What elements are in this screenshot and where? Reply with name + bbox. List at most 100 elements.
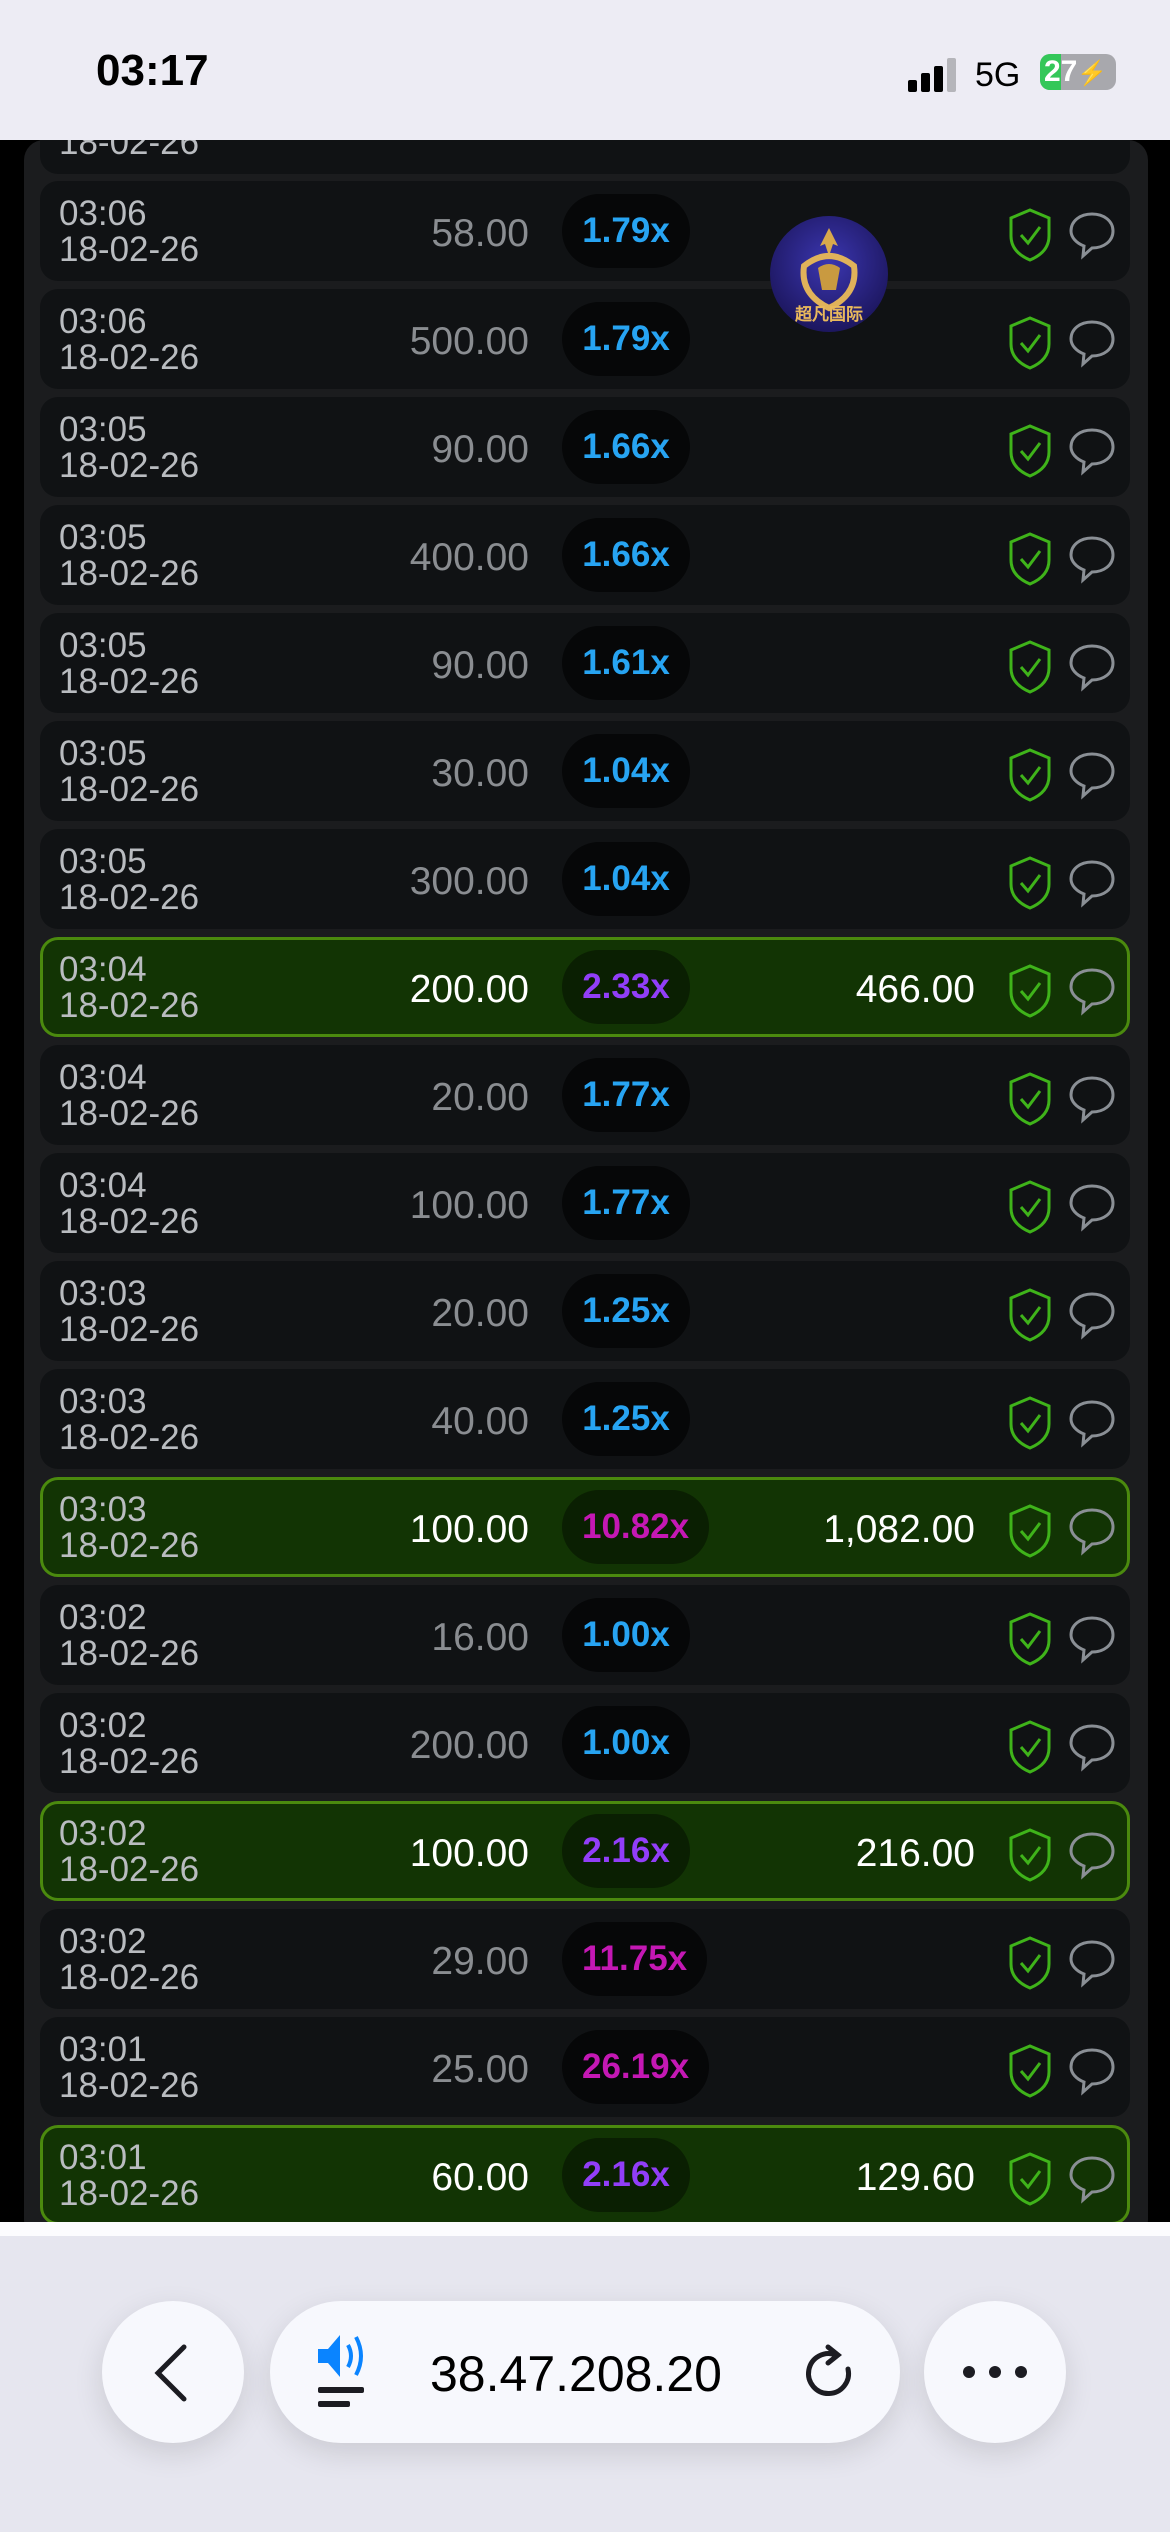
bet-row[interactable]: 03:04 18-02-26 200.00 2.33x 466.00 xyxy=(40,937,1130,1037)
bet-row[interactable]: 03:02 18-02-26 100.00 2.16x 216.00 xyxy=(40,1801,1130,1901)
shield-check-icon[interactable] xyxy=(1008,748,1052,807)
payout-amount: 216.00 xyxy=(855,1832,975,1875)
multiplier-badge: 1.04x xyxy=(562,842,690,916)
shield-check-icon[interactable] xyxy=(1008,1936,1052,1995)
bet-row[interactable]: 03:05 18-02-26 300.00 1.04x xyxy=(40,829,1130,929)
shield-check-icon[interactable] xyxy=(1008,1180,1052,1239)
battery-icon: 27⚡ xyxy=(1040,54,1116,90)
bet-row[interactable]: 03:05 18-02-26 90.00 1.61x xyxy=(40,613,1130,713)
chat-bubble-icon[interactable] xyxy=(1067,1290,1117,1345)
bet-row[interactable]: 03:02 18-02-26 16.00 1.00x xyxy=(40,1585,1130,1685)
chat-bubble-icon[interactable] xyxy=(1067,2154,1117,2209)
address-bar[interactable]: 38.47.208.20 xyxy=(270,2301,900,2443)
bet-date: 18-02-26 xyxy=(59,1742,200,1781)
chat-bubble-icon[interactable] xyxy=(1067,1506,1117,1561)
shield-check-icon[interactable] xyxy=(1008,1504,1052,1563)
multiplier-badge: 1.66x xyxy=(562,410,690,484)
bet-row[interactable]: 03:03 18-02-26 20.00 1.25x xyxy=(40,1261,1130,1361)
shield-check-icon[interactable] xyxy=(1008,1828,1052,1887)
chat-bubble-icon[interactable] xyxy=(1067,1938,1117,1993)
bet-time: 03:05 xyxy=(59,734,147,773)
battery-level: 27 xyxy=(1044,55,1078,88)
chat-bubble-icon[interactable] xyxy=(1067,426,1117,481)
chat-bubble-icon[interactable] xyxy=(1067,966,1117,1021)
bet-amount: 90.00 xyxy=(431,644,529,687)
multiplier-badge: 1.00x xyxy=(562,1706,690,1780)
multiplier-badge: 1.79x xyxy=(562,194,690,268)
bet-row[interactable]: 03:01 18-02-26 25.00 26.19x xyxy=(40,2017,1130,2117)
chat-bubble-icon[interactable] xyxy=(1067,1182,1117,1237)
bet-datetime: 03:01 18-02-26 xyxy=(59,2140,199,2212)
bet-datetime: 03:05 18-02-26 xyxy=(59,844,199,916)
bet-row[interactable]: 03:03 18-02-26 40.00 1.25x xyxy=(40,1369,1130,1469)
shield-check-icon[interactable] xyxy=(1008,1396,1052,1455)
multiplier-badge: 1.66x xyxy=(562,518,690,592)
multiplier-badge: 1.77x xyxy=(562,1058,690,1132)
shield-check-icon[interactable] xyxy=(1008,2044,1052,2103)
multiplier-badge: 1.25x xyxy=(562,1274,690,1348)
shield-check-icon[interactable] xyxy=(1008,208,1052,267)
bet-amount: 58.00 xyxy=(431,212,529,255)
more-icon xyxy=(963,2366,1027,2378)
bet-date: 18-02-26 xyxy=(59,1094,200,1133)
shield-check-icon[interactable] xyxy=(1008,1612,1052,1671)
bet-datetime: 03:03 18-02-26 xyxy=(59,1276,199,1348)
bet-datetime: 03:02 18-02-26 xyxy=(59,1600,199,1672)
shield-check-icon[interactable] xyxy=(1008,1072,1052,1131)
shield-check-icon[interactable] xyxy=(1008,2152,1052,2211)
bet-time: 03:04 xyxy=(59,1166,147,1205)
floating-logo[interactable]: 超凡国际 xyxy=(770,216,888,332)
shield-check-icon[interactable] xyxy=(1008,1720,1052,1779)
more-button[interactable] xyxy=(924,2301,1066,2443)
bet-row[interactable]: 03:05 18-02-26 400.00 1.66x xyxy=(40,505,1130,605)
chat-bubble-icon[interactable] xyxy=(1067,2046,1117,2101)
bet-row[interactable]: 03:05 18-02-26 30.00 1.04x xyxy=(40,721,1130,821)
chat-bubble-icon[interactable] xyxy=(1067,1830,1117,1885)
bet-time: 03:02 xyxy=(59,1922,147,1961)
chat-bubble-icon[interactable] xyxy=(1067,534,1117,589)
bet-row[interactable]: 03:05 18-02-26 90.00 1.66x xyxy=(40,397,1130,497)
bet-row[interactable]: 03:06 18-02-26 58.00 1.79x xyxy=(40,181,1130,281)
bet-date: 18-02-26 xyxy=(59,878,200,917)
multiplier-badge: 2.16x xyxy=(562,2138,690,2212)
chat-bubble-icon[interactable] xyxy=(1067,750,1117,805)
charging-icon: ⚡ xyxy=(1077,60,1108,87)
chat-bubble-icon[interactable] xyxy=(1067,642,1117,697)
bet-row[interactable]: 03:04 18-02-26 100.00 1.77x xyxy=(40,1153,1130,1253)
bet-amount: 100.00 xyxy=(409,1508,529,1551)
shield-check-icon[interactable] xyxy=(1008,640,1052,699)
shield-check-icon[interactable] xyxy=(1008,316,1052,375)
bet-time: 03:05 xyxy=(59,410,147,449)
chat-bubble-icon[interactable] xyxy=(1067,1614,1117,1669)
bet-time: 03:04 xyxy=(59,1058,147,1097)
logo-text: 超凡国际 xyxy=(795,304,863,325)
shield-check-icon[interactable] xyxy=(1008,856,1052,915)
bet-datetime: 03:02 18-02-26 xyxy=(59,1924,199,1996)
chat-bubble-icon[interactable] xyxy=(1067,318,1117,373)
chat-bubble-icon[interactable] xyxy=(1067,210,1117,265)
shield-check-icon[interactable] xyxy=(1008,964,1052,1023)
bet-row[interactable]: 03:04 18-02-26 20.00 1.77x xyxy=(40,1045,1130,1145)
bet-row[interactable]: 03:02 18-02-26 29.00 11.75x xyxy=(40,1909,1130,2009)
browser-toolbar: 38.47.208.20 xyxy=(0,2222,1170,2532)
back-button[interactable] xyxy=(102,2301,244,2443)
shield-check-icon[interactable] xyxy=(1008,532,1052,591)
bet-row[interactable]: 03:01 18-02-26 60.00 2.16x 129.60 xyxy=(40,2125,1130,2222)
reload-icon[interactable] xyxy=(800,2343,860,2403)
chat-bubble-icon[interactable] xyxy=(1067,858,1117,913)
bet-row[interactable]: 03:03 18-02-26 100.00 10.82x 1,082.00 xyxy=(40,1477,1130,1577)
bet-row[interactable]: 03:02 18-02-26 200.00 1.00x xyxy=(40,1693,1130,1793)
bet-amount: 25.00 xyxy=(431,2048,529,2091)
bet-history-list[interactable]: 18-02-26 03:06 18-02-26 58.00 1.79x 03:06 1… xyxy=(0,0,1170,2222)
bet-time: 03:06 xyxy=(59,194,147,233)
bet-time: 03:05 xyxy=(59,842,147,881)
chat-bubble-icon[interactable] xyxy=(1067,1398,1117,1453)
chat-bubble-icon[interactable] xyxy=(1067,1074,1117,1129)
bet-time: 03:06 xyxy=(59,302,147,341)
bet-amount: 16.00 xyxy=(431,1616,529,1659)
shield-check-icon[interactable] xyxy=(1008,424,1052,483)
shield-check-icon[interactable] xyxy=(1008,1288,1052,1347)
chat-bubble-icon[interactable] xyxy=(1067,1722,1117,1777)
bet-datetime: 03:03 18-02-26 xyxy=(59,1492,199,1564)
bet-row[interactable]: 03:06 18-02-26 500.00 1.79x xyxy=(40,289,1130,389)
